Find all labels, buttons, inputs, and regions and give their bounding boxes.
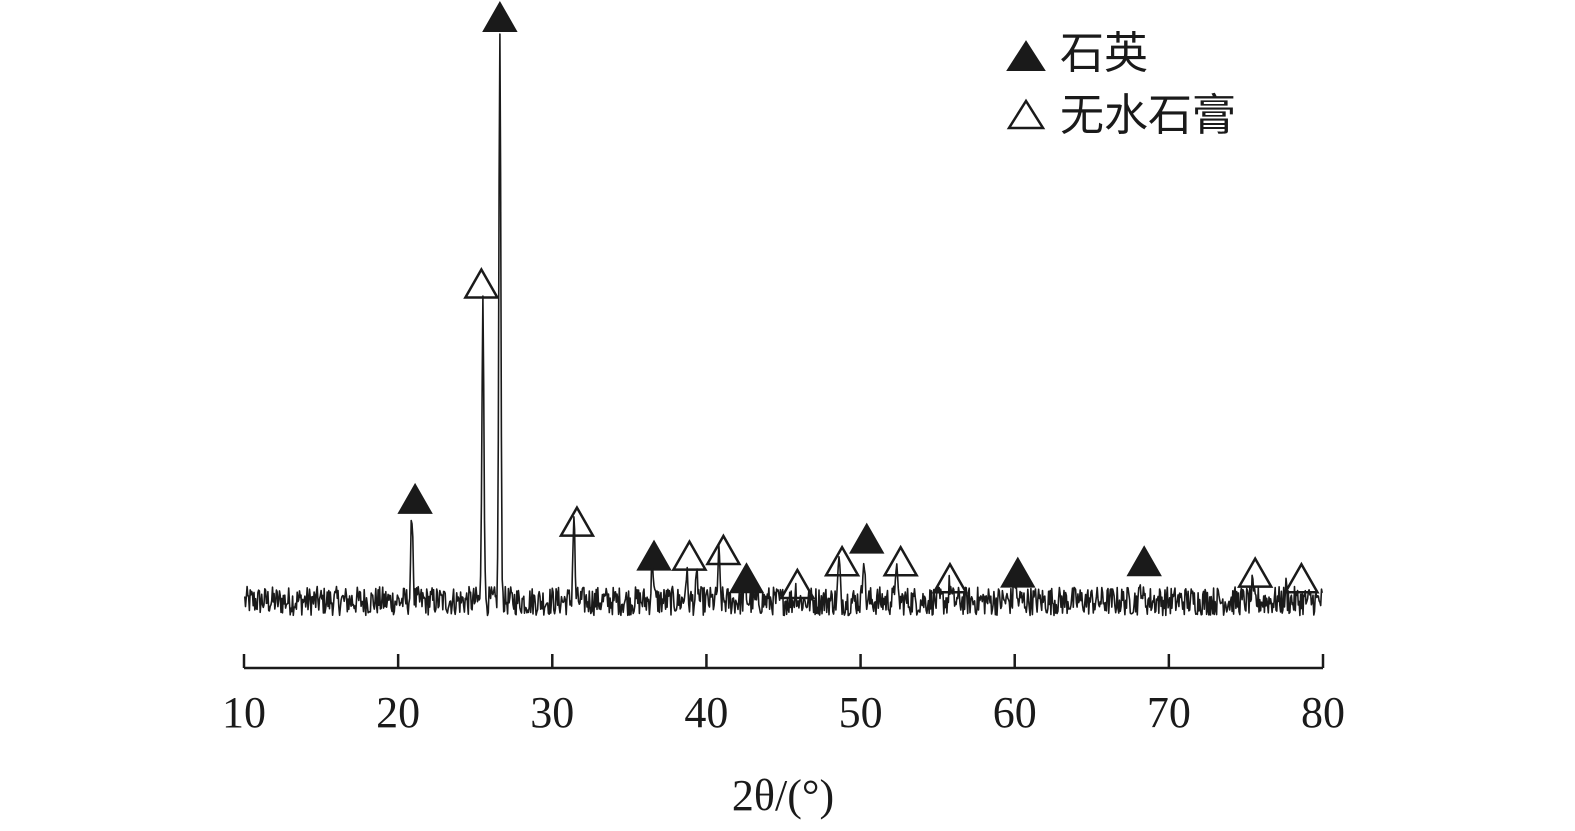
filled-triangle-icon bbox=[1006, 40, 1046, 71]
anhydrite-peak-marker bbox=[1283, 561, 1320, 594]
legend-label-quartz: 石英 bbox=[1060, 28, 1148, 79]
anhydrite-peak-marker bbox=[705, 533, 742, 566]
anhydrite-peak-marker bbox=[671, 539, 708, 571]
anhydrite-peak-marker bbox=[558, 505, 596, 537]
xrd-pattern bbox=[244, 33, 1323, 617]
legend-label-anhydrite: 无水石膏 bbox=[1060, 90, 1236, 141]
anhydrite-peak-marker bbox=[823, 544, 861, 577]
anhydrite-peak-marker bbox=[779, 567, 816, 600]
legend: 石英 无水石膏 bbox=[1006, 28, 1236, 141]
anhydrite-peak-marker bbox=[882, 544, 919, 577]
quartz-peak-marker bbox=[482, 0, 518, 32]
legend-item-quartz: 石英 bbox=[1006, 28, 1148, 79]
quartz-peak-marker bbox=[1000, 556, 1036, 588]
x-tick-label: 20 bbox=[376, 688, 420, 737]
x-tick-label: 60 bbox=[993, 688, 1037, 737]
x-tick-label: 80 bbox=[1301, 688, 1345, 737]
quartz-peak-marker bbox=[1126, 545, 1162, 577]
anhydrite-peak-marker bbox=[1237, 556, 1274, 588]
series-line bbox=[244, 33, 1323, 617]
quartz-peak-marker bbox=[849, 522, 885, 554]
x-axis-label: 2θ/(°) bbox=[732, 771, 834, 820]
peak-markers bbox=[397, 0, 1320, 600]
x-tick-label: 50 bbox=[839, 688, 883, 737]
quartz-peak-marker bbox=[636, 539, 672, 571]
legend-item-anhydrite: 无水石膏 bbox=[1006, 90, 1236, 141]
quartz-peak-marker bbox=[397, 482, 433, 514]
open-triangle-icon bbox=[1006, 98, 1046, 130]
x-tick-label: 40 bbox=[684, 688, 728, 737]
x-tick-label: 10 bbox=[222, 688, 266, 737]
x-tick-label: 70 bbox=[1147, 688, 1191, 737]
x-tick-label: 30 bbox=[530, 688, 574, 737]
x-axis: 10 20 30 40 50 60 70 80 bbox=[222, 654, 1345, 737]
anhydrite-peak-marker bbox=[463, 266, 500, 299]
